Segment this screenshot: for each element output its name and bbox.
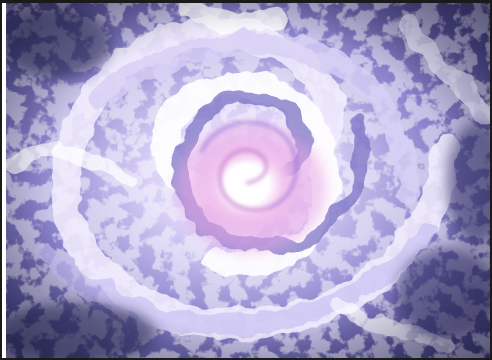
vignette	[6, 3, 490, 358]
swirl-artwork	[6, 3, 490, 358]
